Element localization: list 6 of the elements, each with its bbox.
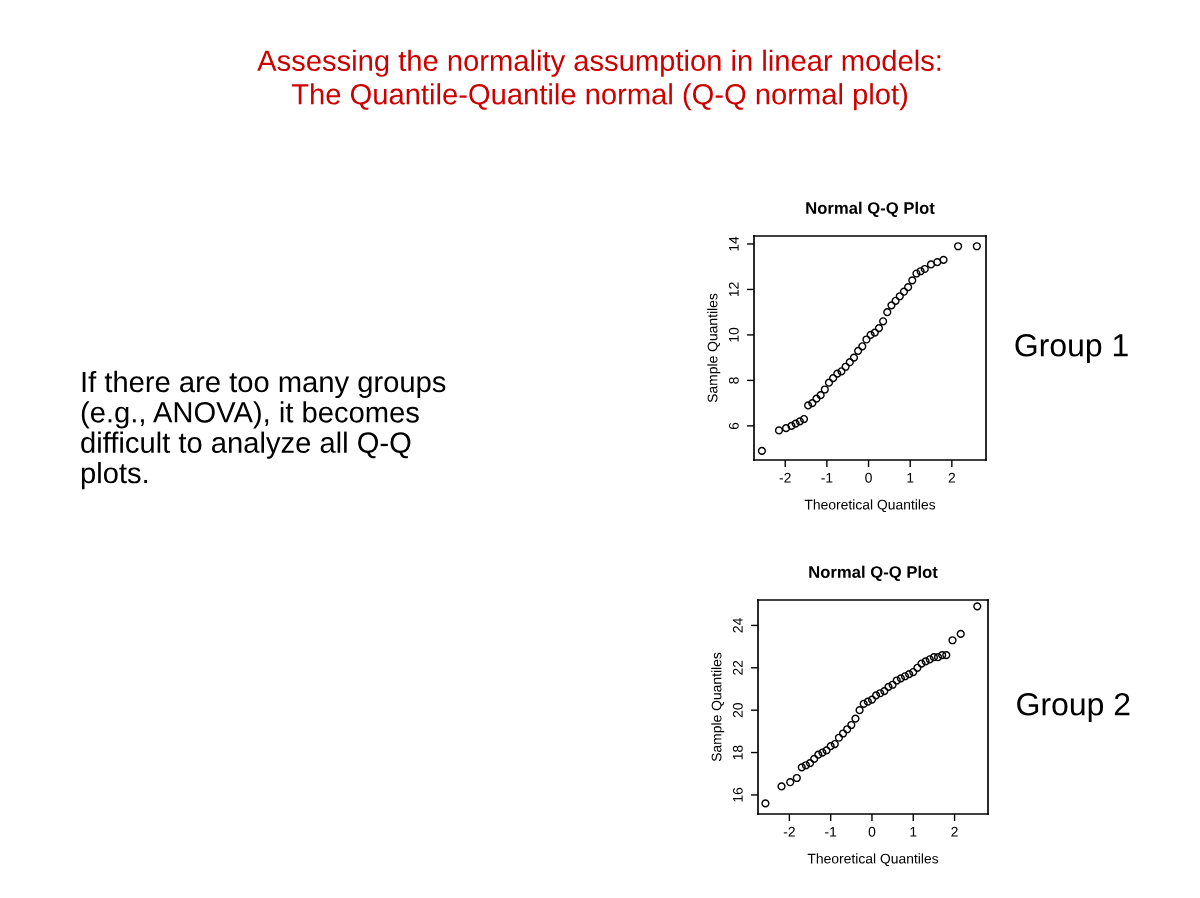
text: Group 1 xyxy=(1015,333,1128,363)
chart-title: Normal Q-Q Plot xyxy=(806,201,935,218)
text: Group 2 xyxy=(1017,692,1130,722)
chart-title: Normal Q-Q Plot xyxy=(809,565,938,582)
text: Assessing the normality assumption in linear models: The Quantile-Quantile normal (Q-Q normal plot) xyxy=(257,49,941,111)
text: If there are too many groups (e.g., ANOVA), it becomes difficult to analyze all Q-Q plots. xyxy=(81,370,446,490)
